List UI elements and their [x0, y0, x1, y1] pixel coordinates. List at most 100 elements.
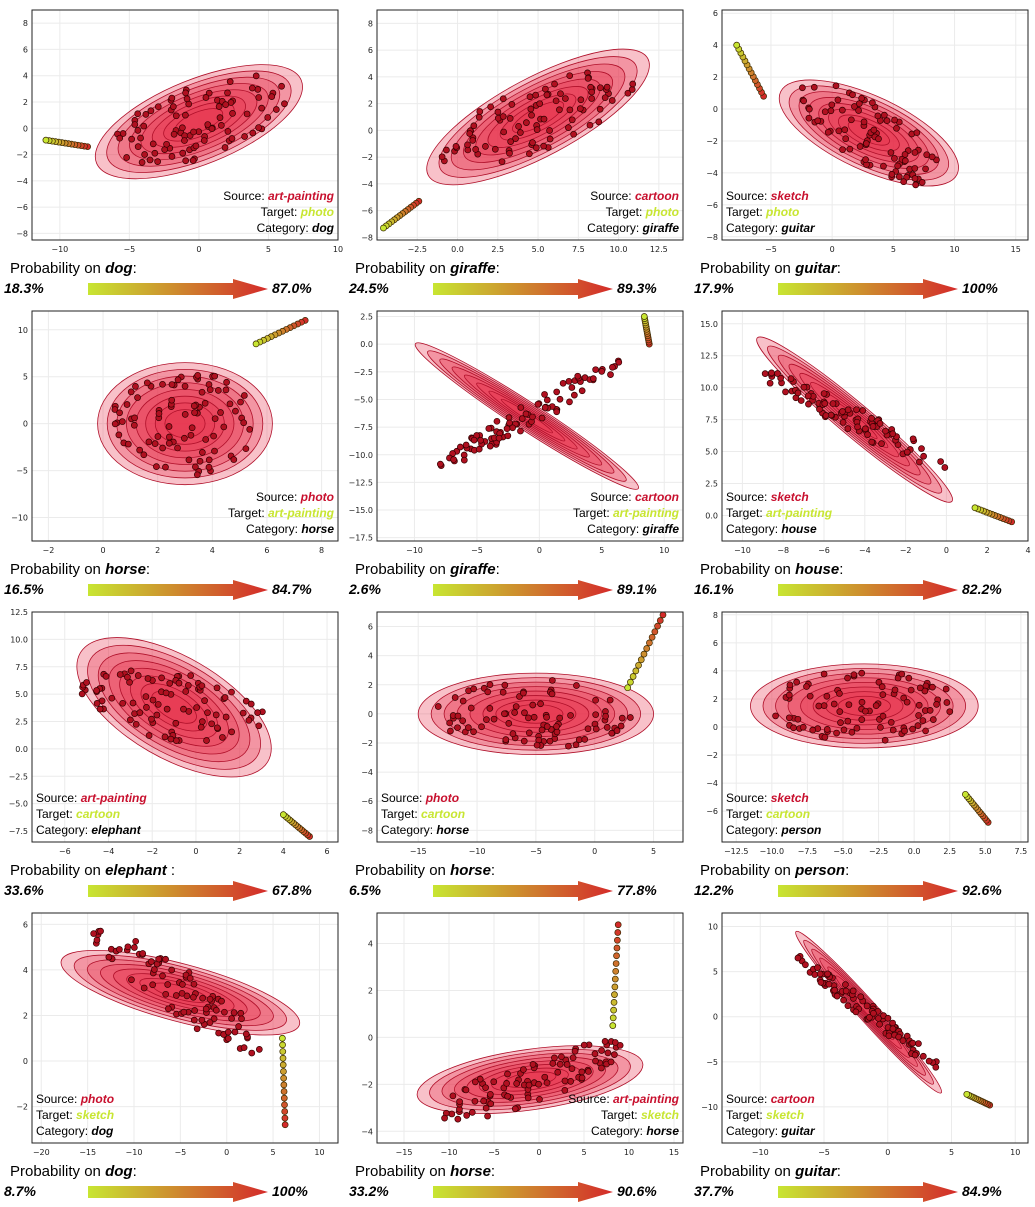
y-tick-label: 2: [713, 695, 718, 704]
data-point: [606, 696, 614, 704]
y-tick-label: 0: [368, 126, 373, 135]
probability-max: 67.8%: [272, 882, 312, 898]
data-point: [887, 718, 895, 726]
plot-frame: [376, 9, 684, 241]
source-line-value: photo: [425, 791, 460, 805]
y-tick-label: −17.5: [348, 534, 373, 543]
y-tick-label: 0.0: [15, 745, 28, 754]
x-tick-label: −5.0: [833, 847, 852, 856]
target-line-label: Target:: [605, 205, 646, 219]
data-point: [211, 372, 219, 380]
chart-panel-7: −6 −4 −2 0 2 4 6 −7.5 −5.0 −2.5 0.0 2.5 5.0 7.5 10.0 12…: [0, 602, 345, 903]
category-line-label: Category:: [590, 1124, 647, 1138]
y-tick-label: 2.5: [15, 718, 28, 727]
data-point: [158, 674, 165, 682]
x-tick-label: −10: [752, 1148, 769, 1157]
domain-annotation: Source: photo Target: sketch Category: dog: [36, 1091, 114, 1139]
data-point: [131, 944, 138, 951]
data-point: [546, 135, 554, 143]
category-line-label: Category:: [726, 1124, 782, 1138]
data-point: [501, 710, 508, 718]
data-point: [154, 701, 162, 708]
data-point: [918, 179, 926, 186]
data-point: [153, 463, 160, 471]
y-tick-label: 10: [18, 326, 28, 335]
x-tick-label: 15: [669, 1148, 679, 1157]
data-point: [891, 154, 898, 162]
data-point: [198, 718, 206, 725]
x-tick-label: 0: [537, 546, 542, 555]
plot-frame: [376, 310, 684, 542]
category-line: Category: guitar: [726, 1123, 815, 1139]
chart-panel-11: −15 −10 −5 0 5 10 15 −4 −2 0 2 4 Source: art-paintin…: [345, 903, 690, 1204]
y-tick-label: −5.0: [9, 800, 28, 809]
x-tick-label: 5: [581, 1148, 586, 1157]
target-line-label: Target:: [726, 506, 767, 520]
x-tick-label: 10.0: [610, 245, 628, 254]
scatter-plot: −10 −5 0 5 10 2.5 0.0 −2.5 −5.0 −7.5 −10.0 −12.5 −15…: [348, 310, 684, 555]
y-tick-label: 5: [23, 373, 28, 382]
data-point: [549, 677, 556, 684]
category-line-value: guitar: [781, 1124, 815, 1138]
chart-panel-2: −2.5 0.0 2.5 5.0 7.5 10.0 12.5 −8 −6 −4 −2 0 2 4 6 8 Sou…: [345, 0, 690, 301]
data-point: [164, 981, 172, 988]
data-point: [849, 987, 857, 995]
domain-annotation: Source: photo Target: cartoon Category: ho…: [381, 790, 469, 838]
data-point: [858, 698, 866, 706]
data-point: [573, 682, 580, 689]
data-point: [596, 105, 604, 113]
data-point: [567, 1078, 575, 1085]
data-point: [475, 113, 483, 121]
x-tick-label: 10: [659, 546, 669, 555]
data-point: [132, 937, 140, 945]
data-point: [777, 374, 784, 382]
data-point: [480, 1097, 487, 1105]
data-point: [182, 111, 189, 119]
data-point: [598, 368, 606, 375]
y-tick-label: −5.0: [354, 395, 373, 404]
data-point: [548, 690, 556, 698]
data-point: [254, 86, 262, 93]
data-point: [880, 162, 887, 170]
source-line-label: Source:: [726, 189, 771, 203]
data-point: [138, 159, 146, 166]
data-point: [816, 970, 824, 978]
data-point: [198, 682, 206, 690]
data-point: [168, 966, 176, 974]
probability-suffix: :: [145, 561, 151, 578]
data-point: [571, 1047, 579, 1055]
data-point: [580, 1041, 588, 1049]
data-point: [190, 128, 197, 136]
probability-category: elephant: [105, 862, 167, 879]
target-line-label: Target:: [36, 807, 77, 821]
trajectory-point: [611, 975, 619, 983]
data-point: [857, 993, 865, 1001]
scatter-plot: −5 0 5 10 15 −8 −6 −4 −2 0 2 4 6: [706, 9, 1029, 254]
data-point: [891, 686, 899, 694]
data-point: [186, 974, 194, 982]
data-point: [228, 135, 236, 142]
data-point: [500, 128, 508, 136]
data-point: [520, 689, 527, 697]
trajectory-point: [643, 645, 651, 652]
data-point: [162, 955, 169, 963]
data-point: [482, 1084, 489, 1092]
data-point: [841, 126, 849, 134]
data-point: [159, 444, 166, 452]
data-point: [188, 424, 196, 432]
source-line: Source: cartoon: [573, 489, 679, 505]
data-point: [191, 1007, 199, 1014]
data-point: [527, 105, 535, 113]
probability-prefix: Probability on: [10, 260, 106, 277]
data-point: [905, 674, 913, 682]
data-point: [437, 460, 444, 468]
target-line: Target: photo: [726, 204, 815, 220]
data-point: [805, 400, 812, 408]
data-point: [165, 1005, 172, 1013]
data-point: [888, 170, 896, 178]
trajectory-point: [279, 1061, 287, 1069]
data-point: [108, 694, 116, 702]
probability-label: Probability on house:: [700, 561, 843, 578]
data-point: [809, 726, 817, 734]
data-point: [222, 101, 230, 108]
